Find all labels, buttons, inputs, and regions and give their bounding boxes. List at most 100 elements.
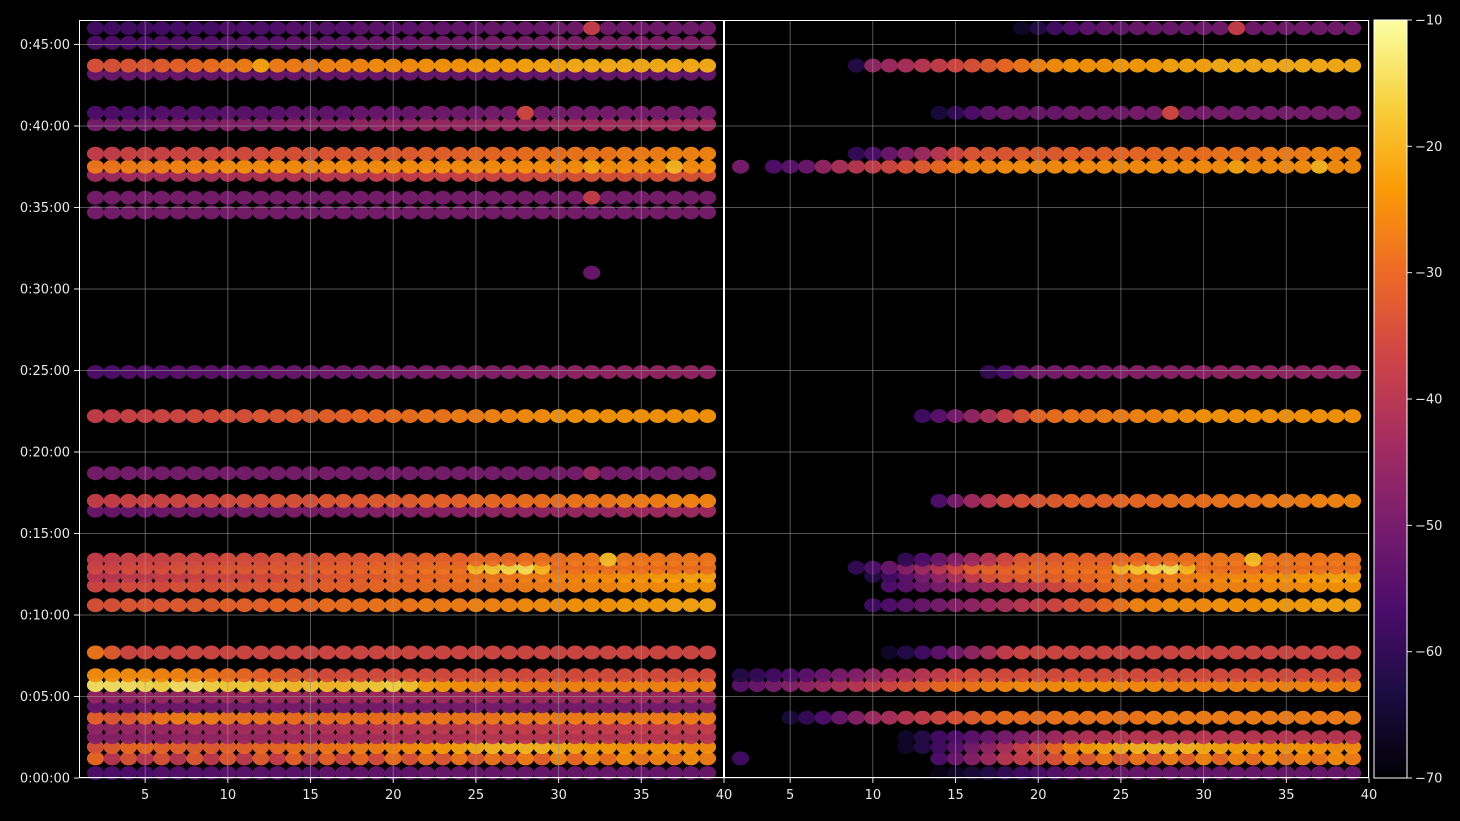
x-tick-label: 5 [141,788,149,803]
heat-cell [434,190,452,205]
heat-cell [1343,766,1362,781]
heat-cell [268,466,287,481]
panel-right [724,20,1369,781]
heat-cell [186,578,204,593]
heat-cell [1095,645,1113,660]
heat-cell [566,35,584,50]
heat-cell [665,720,684,735]
heat-cell [186,552,204,567]
heat-cell [599,190,617,205]
heat-cell [1178,766,1196,781]
heat-cell [235,503,253,518]
heat-cell [599,493,617,508]
heat-cell [1310,766,1328,781]
heat-cell [533,190,551,205]
heat-cell [583,105,601,120]
heat-cell [599,720,617,735]
heat-cell [268,699,287,714]
heat-cell [516,466,535,481]
heat-cell [913,730,932,745]
heat-cell [1244,409,1262,424]
heat-cell [1013,668,1031,683]
heat-cell [1211,740,1229,754]
heat-cell [450,766,468,781]
heat-cell [285,645,303,660]
heat-cell [483,552,502,567]
heat-cell [1294,365,1312,380]
heat-cell [1046,21,1064,36]
heat-cell [616,21,634,36]
heat-cell [1178,552,1196,567]
heat-cell [1013,409,1031,424]
heat-cell [649,740,667,754]
heat-cell [1211,146,1229,161]
heat-cell [318,21,336,36]
heat-cell [665,409,684,424]
heat-cell [153,552,171,567]
heat-cell [1013,578,1031,593]
heat-cell [599,117,617,132]
heat-cell [202,678,220,693]
heat-cell [252,117,270,132]
heat-cell [86,205,105,220]
heat-cell [599,58,617,73]
heat-cell [434,678,452,693]
heat-cell [1013,730,1031,745]
heat-cell [318,710,336,725]
heat-cell [566,159,584,174]
heat-cell [401,466,419,481]
heat-cell [1327,766,1345,781]
heat-cell [120,678,138,693]
heat-cell [1211,578,1229,593]
heat-cell [583,159,601,174]
heat-cell [930,159,948,174]
x-tick-label: 5 [786,788,794,803]
heat-cell [252,35,270,50]
heat-cell [913,578,932,593]
heat-cell [665,466,684,481]
heat-cell [285,740,303,754]
heat-cell [1062,552,1080,567]
heat-cell [401,720,419,735]
heat-cell [318,598,336,613]
heat-cell [335,493,353,508]
heat-cell [318,668,336,683]
heat-cell [1327,668,1345,683]
heat-cell [86,598,105,613]
heat-cell [516,21,535,36]
heat-cell [318,699,336,714]
heat-cell [103,645,121,660]
heat-cell [268,159,287,174]
heat-cell [1095,58,1113,73]
heat-cell [318,503,336,518]
heat-cell [1261,159,1279,174]
heat-cell [169,766,187,781]
heat-cell [1327,645,1345,660]
heat-cell [252,699,270,714]
heat-cell [1310,493,1328,508]
heat-cell [698,645,717,660]
heat-cell [318,190,336,205]
heat-cell [368,21,386,36]
heat-cell [268,365,287,380]
heat-cell [1261,598,1279,613]
heat-cell [1046,645,1064,660]
heat-cell [566,190,584,205]
heat-cell [1161,766,1180,781]
heat-cell [318,146,336,161]
heat-cell [1261,21,1279,36]
heat-cell [963,552,981,567]
heat-cell [1228,598,1246,613]
heat-cell [1310,578,1328,593]
heat-cell [268,35,287,50]
heat-cell [930,678,948,693]
heat-cell [318,205,336,220]
heat-cell [1095,578,1113,593]
heat-cell [1013,105,1031,120]
heat-cell [516,35,535,50]
heat-cell [665,645,684,660]
heat-cell [500,105,518,120]
heat-cell [1161,645,1180,660]
heat-cell [996,159,1014,174]
